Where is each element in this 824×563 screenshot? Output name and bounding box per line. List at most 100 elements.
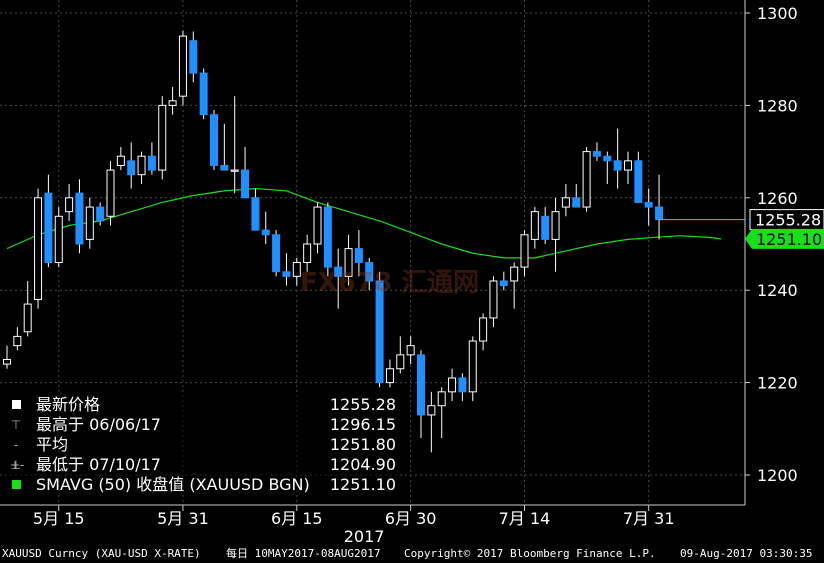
price-chart: 1200 1220 1240 1260 1280 1300 5月 15 5月 31 6月 15 6… — [0, 0, 824, 545]
y-tick-label: 1300 — [757, 4, 798, 23]
candle-body — [272, 234, 281, 273]
y-tick-label: 1200 — [757, 466, 798, 485]
legend-label: 最高于 06/06/17 — [36, 415, 161, 434]
candle-body — [644, 201, 653, 208]
candle-body — [375, 280, 384, 384]
candle-body — [551, 211, 560, 240]
candle-body — [292, 261, 301, 277]
footer-ticker: XAUUSD Curncy (XAU-USD X-RATE) — [2, 547, 201, 560]
sma-label-box — [745, 228, 824, 249]
legend-value: 1255.28 — [329, 395, 396, 414]
legend-label: 最低于 07/10/17 — [36, 455, 161, 474]
candle-body — [147, 155, 156, 171]
candle-body — [178, 35, 187, 97]
x-tick-label: 7月 31 — [623, 509, 675, 528]
legend-label: 最新价格 — [36, 395, 101, 414]
legend-marker-sma — [10, 475, 22, 495]
candle-body — [251, 197, 260, 231]
high-marker-icon: ⊤ — [10, 418, 22, 432]
candle-body — [210, 114, 218, 166]
candle-body — [137, 155, 146, 176]
x-tick-label: 5月 15 — [33, 509, 85, 528]
candle-body — [44, 192, 53, 263]
legend-label: 平均 — [36, 435, 69, 454]
average-marker-icon: -+- — [10, 438, 25, 472]
legend-value: 1251.80 — [329, 435, 396, 454]
candle-body — [127, 160, 136, 176]
legend-row-high: ⊤ 最高于 06/06/17 1296.15 — [6, 415, 398, 435]
candle-body — [158, 104, 167, 171]
x-tick-label: 7月 14 — [499, 509, 551, 528]
candle-body — [313, 206, 322, 245]
legend-label: SMAVG (50) 收盘值 (XAUUSD BGN) — [36, 475, 310, 494]
candle-body — [189, 40, 198, 74]
candle-body — [323, 206, 332, 268]
candle-body — [34, 197, 43, 300]
candle-body — [65, 197, 74, 213]
x-tick-label: 6月 30 — [385, 509, 437, 528]
legend-row-last-price: 最新价格 1255.28 — [6, 395, 398, 415]
legend-value: 1296.15 — [329, 415, 396, 434]
candle-body — [520, 234, 529, 268]
candle-body — [613, 160, 622, 171]
chart-legend: 最新价格 1255.28 ⊤ 最高于 06/06/17 1296.15 -+- … — [6, 395, 398, 495]
candle-body — [510, 266, 519, 282]
candle-body — [479, 317, 488, 342]
y-tick-label: 1240 — [757, 281, 798, 300]
candle-body — [448, 377, 457, 393]
candle-body — [603, 155, 612, 162]
y-tick-label: 1280 — [757, 96, 798, 115]
candle-body — [3, 359, 11, 365]
candle-body — [417, 354, 425, 416]
candle-body — [241, 169, 250, 199]
candle-body — [561, 197, 570, 208]
footer-range: 每日 10MAY2017-08AUG2017 — [226, 547, 381, 560]
candle-body — [168, 100, 177, 106]
candle-body — [344, 248, 353, 277]
candle-body — [530, 211, 539, 240]
candle-body — [199, 72, 208, 116]
candle-body — [85, 206, 94, 240]
legend-row-low: ⊥ 最低于 07/10/17 1204.90 — [6, 455, 398, 475]
candle-body — [634, 160, 643, 203]
candle-body — [489, 280, 498, 319]
candle-body — [13, 335, 22, 347]
candle-body — [54, 215, 63, 263]
sma-line — [6, 187, 722, 259]
x-tick-label: 5月 31 — [157, 509, 209, 528]
footer-bar: XAUUSD Curncy (XAU-USD X-RATE) 每日 10MAY2… — [0, 545, 824, 563]
legend-row-average: -+- 平均 1251.80 — [6, 435, 398, 472]
candle-body — [655, 206, 664, 221]
candle-body — [116, 155, 125, 166]
candle-body — [427, 405, 436, 416]
candle-body — [220, 164, 229, 171]
legend-value: 1251.10 — [329, 475, 396, 494]
x-tick-label: 6月 15 — [271, 509, 323, 528]
candle-body — [458, 377, 467, 393]
legend-value: 1204.90 — [329, 455, 396, 474]
candle-body — [365, 261, 374, 282]
candle-body — [396, 354, 405, 370]
candle-body — [499, 280, 508, 287]
candle-body — [385, 368, 394, 384]
footer-copyright: Copyright© 2017 Bloomberg Finance L.P. — [404, 547, 656, 560]
candle-body — [23, 303, 32, 333]
candle-body — [96, 206, 105, 222]
candle-body — [106, 169, 115, 217]
y-tick-label: 1260 — [757, 189, 798, 208]
candle-body — [334, 266, 343, 277]
watermark: FX678 汇通网 — [300, 268, 480, 298]
candle-body — [541, 215, 550, 240]
footer-timestamp: 09-Aug-2017 03:30:35 — [680, 547, 813, 560]
candle-body — [582, 151, 591, 208]
last-price-label: 1255.28 — [755, 211, 821, 230]
candle-body — [406, 345, 415, 356]
candle-body — [437, 391, 446, 407]
candle-body — [303, 243, 312, 263]
legend-row-sma: SMAVG (50) 收盘值 (XAUUSD BGN) 1251.10 — [6, 475, 398, 495]
candle-body — [624, 160, 632, 171]
low-marker-icon: ⊥ — [10, 458, 22, 472]
legend-marker-last — [10, 395, 22, 415]
candle-body — [592, 151, 601, 157]
candle-body — [75, 192, 84, 245]
